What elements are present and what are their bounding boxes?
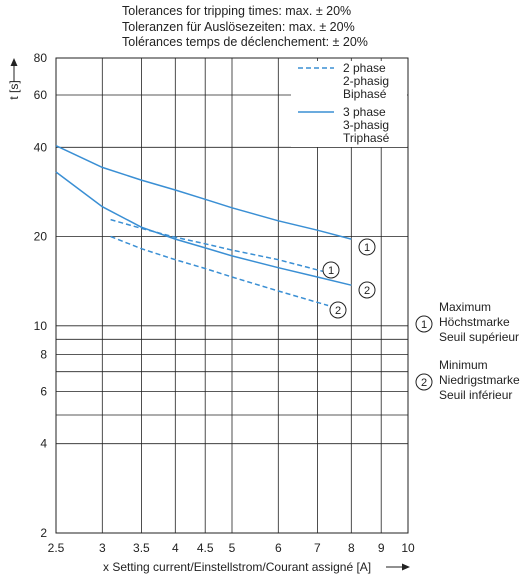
solid-3-phase-curve <box>55 171 352 286</box>
marker-circle <box>358 238 376 256</box>
x-tick-label: 5 <box>229 541 236 555</box>
legend-label: 2 phase <box>343 61 386 75</box>
note-text: Minimum <box>439 358 488 372</box>
x-tick-label: 9 <box>378 541 385 555</box>
tolerance-line-en: Tolerances for tripping times: max. ± 20… <box>122 4 352 18</box>
legend-label: 2-phasig <box>343 74 389 88</box>
marker-circle <box>329 301 347 319</box>
y-tick-label: 20 <box>34 230 48 244</box>
y-tick-labels: 2 4 6 8 10 20 40 60 80 <box>34 51 48 540</box>
legend-box <box>291 61 407 147</box>
note-text: Seuil supérieur <box>439 330 519 344</box>
x-tick-label: 10 <box>401 541 415 555</box>
marker-number: 1 <box>328 265 334 277</box>
tolerance-line-fr: Tolérances temps de déclenchement: ± 20% <box>122 35 368 49</box>
legend-label: Triphasé <box>343 131 390 145</box>
x-tick-label: 3.5 <box>133 541 150 555</box>
y-axis-label-group: t [s] <box>7 58 21 100</box>
note-circle <box>415 373 433 391</box>
x-tick-label: 4 <box>172 541 179 555</box>
marker-circle <box>322 261 340 279</box>
y-tick-label: 6 <box>40 385 47 399</box>
dashed-2-phase-curve <box>110 218 329 274</box>
y-axis-label: t [s] <box>7 80 21 99</box>
y-axis-arrow-head <box>10 58 18 66</box>
x-tick-labels: 2.5 3 3.5 4 4.5 5 6 7 8 9 10 <box>48 541 415 555</box>
x-axis-label-group: x Setting current/Einstellstrom/Courant … <box>103 560 410 574</box>
note-text: Höchstmarke <box>439 315 510 329</box>
legend-background <box>291 61 407 147</box>
marker-circle <box>358 281 376 299</box>
y-tick-label: 40 <box>34 140 48 154</box>
y-tick-label: 80 <box>34 51 48 65</box>
x-axis-label: x Setting current/Einstellstrom/Courant … <box>103 560 371 574</box>
legend-label: Biphasé <box>343 87 387 101</box>
note-text: Maximum <box>439 300 491 314</box>
y-tick-label: 10 <box>34 319 48 333</box>
x-tick-label: 7 <box>314 541 321 555</box>
legend-label: 3 phase <box>343 105 386 119</box>
x-tick-label: 3 <box>99 541 106 555</box>
note-number: 2 <box>421 377 427 389</box>
x-tick-label: 8 <box>348 541 355 555</box>
legend-label: 3-phasig <box>343 118 389 132</box>
y-tick-label: 8 <box>40 348 47 362</box>
curves <box>55 145 352 307</box>
solid-3-phase-curve <box>55 145 352 240</box>
note-circle <box>415 315 433 333</box>
y-tick-label: 4 <box>40 437 47 451</box>
curve-markers: 2 1 1 2 <box>322 238 376 319</box>
marker-number: 1 <box>364 242 370 254</box>
y-tick-label: 2 <box>40 526 47 540</box>
marker-number: 2 <box>335 305 341 317</box>
x-axis-arrow-head <box>402 563 410 571</box>
note-text: Seuil inférieur <box>439 388 512 402</box>
marker-number: 2 <box>364 285 370 297</box>
note-text: Niedrigstmarke <box>439 373 520 387</box>
x-tick-label: 2.5 <box>48 541 65 555</box>
dashed-2-phase-curve <box>110 235 329 307</box>
x-tick-label: 4.5 <box>197 541 214 555</box>
note-number: 1 <box>421 319 427 331</box>
tolerance-line-de: Toleranzen für Auslösezeiten: max. ± 20% <box>122 20 355 34</box>
y-tick-label: 60 <box>34 88 48 102</box>
x-tick-label: 6 <box>275 541 282 555</box>
